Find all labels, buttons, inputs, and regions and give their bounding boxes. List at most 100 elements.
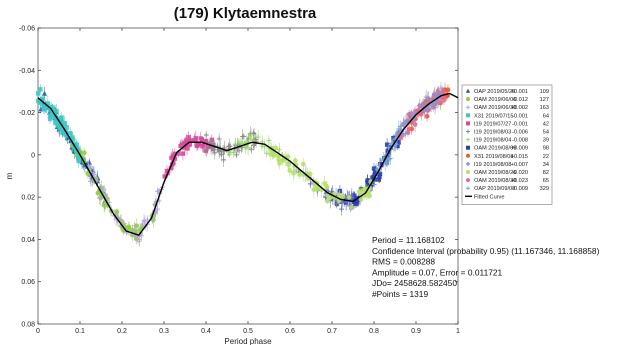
legend-shift: +0.007 xyxy=(511,162,528,168)
legend-count: 98 xyxy=(543,146,549,152)
y-tick-label: 0.08 xyxy=(21,322,35,329)
data-point xyxy=(372,171,378,177)
data-point xyxy=(387,156,393,161)
legend-count: 22 xyxy=(543,154,549,160)
data-point xyxy=(216,136,222,142)
data-point xyxy=(349,204,354,210)
data-point xyxy=(203,132,209,138)
data-point xyxy=(186,135,191,140)
legend-shift: -0.009 xyxy=(512,186,528,192)
data-point xyxy=(203,148,209,153)
legend-label: OAM 2019/06/06 xyxy=(474,97,516,103)
legend-count: 34 xyxy=(543,162,549,168)
data-point xyxy=(70,135,75,140)
chart-title: (179) Klytaemnestra xyxy=(174,5,317,22)
data-point xyxy=(425,105,431,111)
x-tick-label: 0.9 xyxy=(411,328,421,335)
data-point xyxy=(87,179,93,184)
legend-marker xyxy=(466,178,470,183)
data-point xyxy=(339,206,344,212)
legend-marker xyxy=(466,97,470,102)
x-tick-label: 0.4 xyxy=(201,328,211,335)
data-point xyxy=(54,108,59,114)
y-tick-label: 0 xyxy=(31,152,35,159)
data-point xyxy=(121,221,127,226)
data-point xyxy=(360,187,366,193)
data-point xyxy=(103,192,109,198)
data-point xyxy=(232,141,238,147)
legend-count: 109 xyxy=(540,89,549,95)
data-point xyxy=(171,160,176,166)
data-point xyxy=(168,165,174,171)
data-point xyxy=(436,100,441,105)
legend-label: I19 2019/08/04 xyxy=(474,138,511,144)
data-point xyxy=(200,143,206,148)
data-point xyxy=(287,168,293,173)
data-point xyxy=(255,134,261,140)
legend-shift: +0.023 xyxy=(511,178,528,184)
data-point xyxy=(56,123,61,128)
data-point xyxy=(203,139,209,144)
data-point xyxy=(246,134,252,140)
data-point xyxy=(277,160,282,166)
legend-marker xyxy=(466,113,470,118)
legend-label: OAM 2019/08/30 xyxy=(474,178,516,184)
data-point xyxy=(441,97,447,103)
data-point xyxy=(276,147,282,153)
data-point xyxy=(47,107,53,113)
data-point xyxy=(64,125,69,130)
data-point xyxy=(141,218,147,223)
data-point xyxy=(297,172,303,177)
legend-label: I19 2019/08/08 xyxy=(474,162,511,168)
axes: 0 0.1 0.2 0.3 0.4 0.5 0.6 0.7 0.8 0.9 1 -0.06 -0.04 -… xyxy=(19,26,460,336)
data-point xyxy=(172,156,178,161)
data-point xyxy=(393,141,399,147)
stat-line: Period = 11.168102 xyxy=(372,235,445,245)
legend-marker xyxy=(466,161,470,166)
data-point xyxy=(44,104,49,109)
legend-label: X31 2019/08/08 xyxy=(474,154,514,160)
data-point xyxy=(346,194,352,200)
legend-shift: +0.002 xyxy=(511,105,528,111)
legend-count: 329 xyxy=(540,186,549,192)
stat-line: Confidence Interval (probability 0.95) (… xyxy=(372,246,600,256)
data-point xyxy=(337,188,343,194)
data-point xyxy=(386,144,392,150)
data-point xyxy=(97,196,102,201)
data-point xyxy=(434,90,440,96)
data-point xyxy=(372,177,377,182)
data-point xyxy=(88,164,94,170)
legend-count: 65 xyxy=(543,178,549,184)
legend-label: OAP 2019/09/08 xyxy=(474,186,515,192)
data-point xyxy=(272,152,278,158)
legend-shift: -0.006 xyxy=(512,130,528,136)
data-point xyxy=(176,151,181,156)
data-point xyxy=(233,152,239,158)
data-point xyxy=(45,101,51,106)
legend-marker xyxy=(466,153,470,158)
legend-marker xyxy=(466,129,470,134)
data-point xyxy=(438,85,444,91)
data-point xyxy=(425,95,431,101)
data-point xyxy=(54,116,59,122)
data-point xyxy=(221,157,227,163)
legend-label: X31 2019/07/15 xyxy=(474,113,514,119)
legend-box xyxy=(461,84,553,205)
x-tick-label: 0.1 xyxy=(75,328,85,335)
data-point xyxy=(81,150,87,156)
legend-shift: -0.008 xyxy=(512,138,528,144)
data-point xyxy=(38,87,43,92)
data-point xyxy=(180,151,186,156)
data-point xyxy=(403,131,409,136)
data-point xyxy=(366,183,371,188)
data-point xyxy=(401,120,406,126)
data-point xyxy=(339,200,345,206)
data-point xyxy=(445,87,451,93)
y-tick-label: -0.02 xyxy=(19,110,35,117)
data-point xyxy=(47,113,53,118)
stat-line: RMS = 0.008288 xyxy=(372,257,435,267)
data-point xyxy=(178,143,183,149)
data-point xyxy=(169,155,174,161)
data-point xyxy=(240,134,245,139)
